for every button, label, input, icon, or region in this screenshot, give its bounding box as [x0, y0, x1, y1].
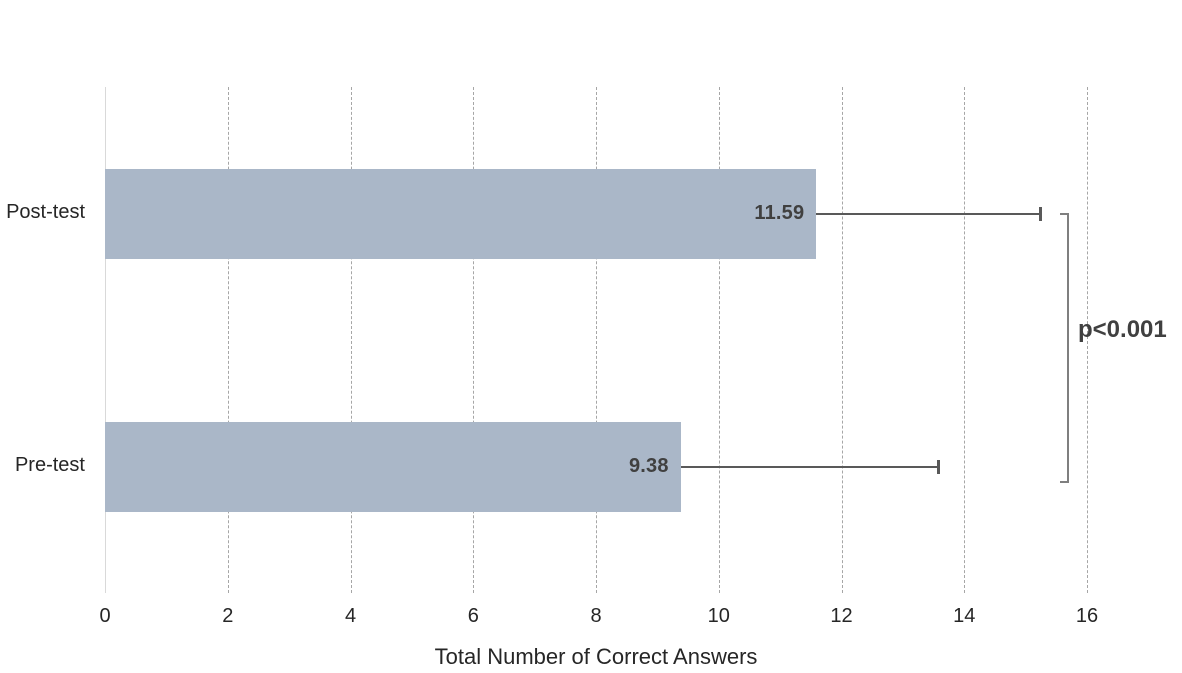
bar-pre-test — [105, 421, 681, 512]
x-tick-label-12: 12 — [830, 605, 853, 627]
category-label-pre-test: Pre-test — [14, 453, 85, 476]
gridline-4 — [350, 87, 352, 593]
bar-post-test — [105, 168, 817, 259]
x-tick-label-16: 16 — [1075, 605, 1099, 627]
x-tick-label-6: 6 — [467, 605, 479, 627]
gridline-8 — [596, 87, 597, 593]
gridline-2 — [227, 87, 229, 593]
bar-value-pre-test: 9.38 — [628, 455, 669, 477]
x-tick-label-14: 14 — [953, 605, 976, 627]
significance-bracket — [1060, 213, 1069, 483]
error-bar-pre-test — [680, 465, 938, 468]
x-axis-title: Total Number of Correct Answers — [434, 644, 758, 669]
error-bar-cap-pre-test — [936, 459, 940, 474]
x-tick-label-4: 4 — [344, 605, 357, 627]
error-bar-post-test — [816, 212, 1041, 215]
gridline-6 — [473, 87, 475, 593]
y-axis-line — [105, 87, 106, 593]
category-label-post-test: Post-test — [6, 200, 85, 223]
p-value-label: p<0.001 — [1078, 316, 1167, 343]
gridline-16 — [1087, 87, 1088, 593]
x-tick-label-0: 0 — [99, 605, 111, 627]
error-bar-cap-post-test — [1039, 206, 1043, 221]
gridline-14 — [964, 87, 966, 593]
gridline-12 — [841, 87, 843, 593]
x-tick-label-8: 8 — [590, 605, 602, 627]
x-tick-label-10: 10 — [707, 605, 730, 627]
gridline-10 — [718, 87, 720, 593]
bar-value-post-test: 11.59 — [754, 202, 805, 224]
x-tick-label-2: 2 — [222, 605, 234, 627]
